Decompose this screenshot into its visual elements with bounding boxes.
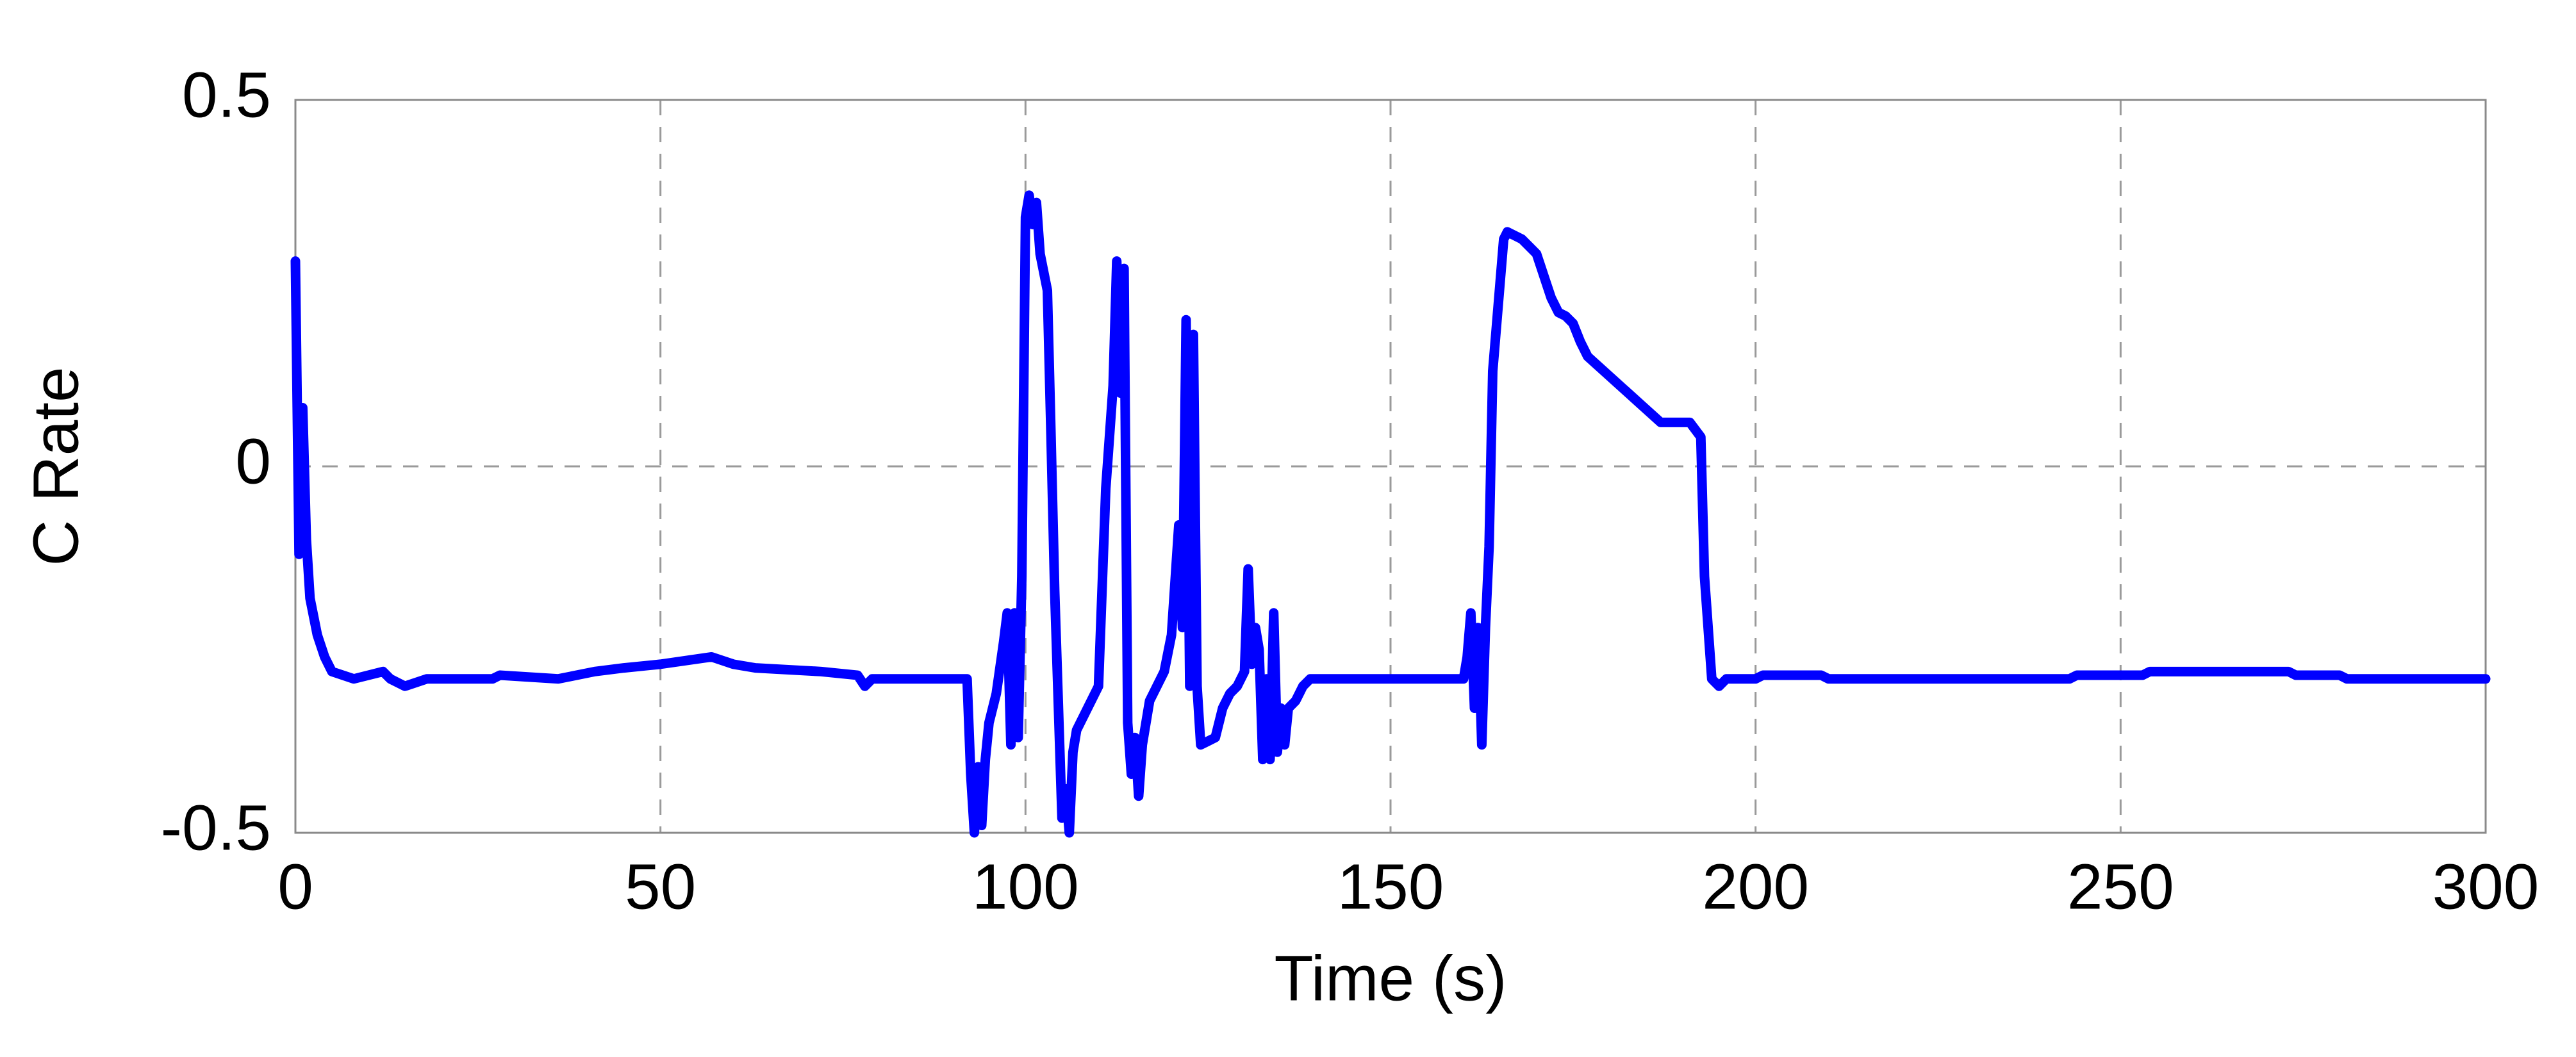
- x-tick-label: 200: [1702, 851, 1809, 922]
- x-tick-label: 250: [2067, 851, 2174, 922]
- data-line: [290, 190, 2491, 838]
- y-tick-label: 0.5: [182, 59, 271, 131]
- x-tick-label: 0: [277, 851, 313, 922]
- y-axis-label: C Rate: [20, 366, 92, 566]
- x-axis-label: Time (s): [1275, 942, 1507, 1014]
- x-tick-label: 300: [2432, 851, 2539, 922]
- x-tick-label: 100: [972, 851, 1079, 922]
- x-tick-label: 150: [1337, 851, 1444, 922]
- x-tick-label: 50: [625, 851, 696, 922]
- y-tick-label: 0: [235, 425, 271, 497]
- y-tick-label: -0.5: [161, 792, 271, 864]
